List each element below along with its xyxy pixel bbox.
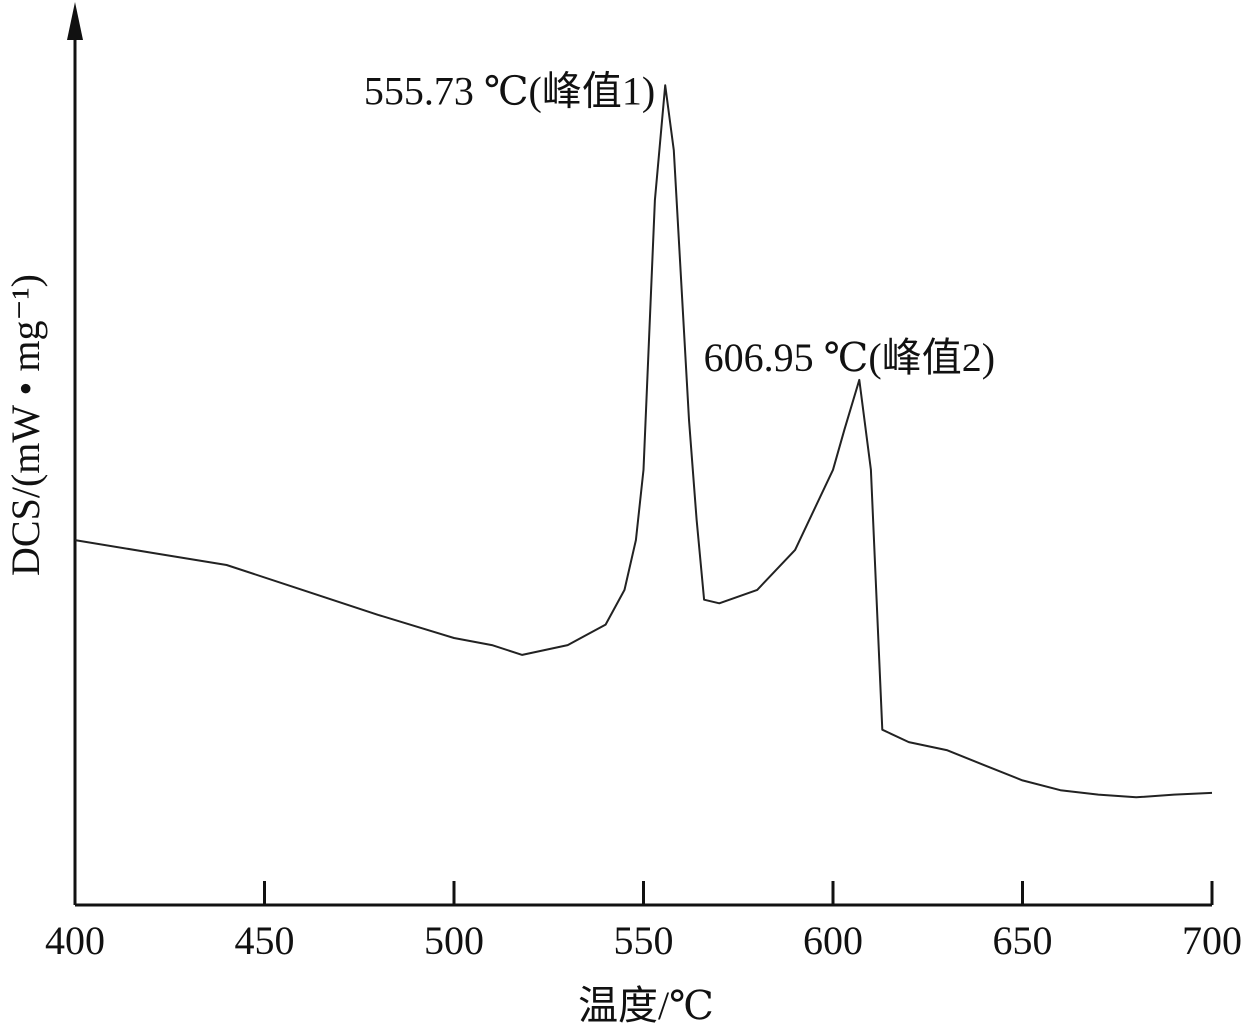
dcs-curve	[74, 84, 1213, 799]
peak-annotation: 606.95 ℃(峰值2)	[704, 335, 995, 380]
y-axis-label: DCS/(mW • mg⁻¹)	[3, 274, 48, 576]
x-tick-label: 500	[424, 918, 484, 963]
x-axis-label: 温度/℃	[578, 983, 714, 1028]
y-axis-arrow	[67, 2, 83, 40]
x-tick-label: 400	[45, 918, 105, 963]
peak-annotation: 555.73 ℃(峰值1)	[364, 68, 655, 113]
x-tick-label: 600	[803, 918, 863, 963]
x-tick-label: 450	[235, 918, 295, 963]
x-tick-label: 700	[1182, 918, 1242, 963]
x-tick-label: 550	[614, 918, 674, 963]
x-tick-label: 650	[993, 918, 1053, 963]
